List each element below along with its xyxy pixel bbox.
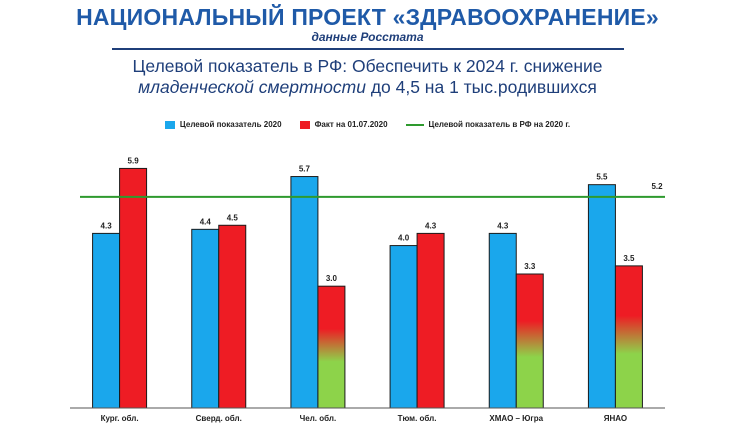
- data-label-fact-4: 3.3: [524, 262, 536, 271]
- x-tick-label-4: ХМАО – Югра: [489, 414, 543, 423]
- x-tick-label-3: Тюм. обл.: [398, 414, 437, 423]
- data-label-fact-1: 4.5: [227, 213, 239, 222]
- headline-line-2: младенческой смертности до 4,5 на 1 тыс.…: [0, 77, 735, 98]
- bar-fact-4: [515, 273, 544, 409]
- legend-item-fact: Факт на 01.07.2020: [299, 120, 388, 129]
- legend-label-rf-line: Целевой показатель в РФ на 2020 г.: [428, 120, 571, 129]
- bar-fact-2: [317, 285, 346, 409]
- title-divider: [112, 48, 624, 50]
- bar-target-1: [191, 228, 220, 409]
- legend-item-rf-line: Целевой показатель в РФ на 2020 г.: [405, 120, 571, 129]
- data-label-target-5: 5.5: [596, 173, 608, 182]
- bar-target-0: [92, 232, 121, 409]
- headline-emphasis: младенческой смертности: [138, 77, 366, 97]
- chart-legend: Целевой показатель 2020 Факт на 01.07.20…: [0, 120, 735, 129]
- bar-fact-5: [614, 265, 643, 409]
- headline-line-1: Целевой показатель в РФ: Обеспечить к 20…: [132, 56, 603, 76]
- data-label-fact-3: 4.3: [425, 221, 437, 230]
- legend-item-target: Целевой показатель 2020: [164, 120, 282, 129]
- x-tick-label-2: Чел. обл.: [300, 414, 337, 423]
- data-label-target-3: 4.0: [398, 234, 410, 243]
- bar-target-5: [587, 184, 616, 409]
- legend-swatch-rf-line: [405, 123, 424, 126]
- headline: Целевой показатель в РФ: Обеспечить к 20…: [0, 56, 735, 98]
- legend-label-target: Целевой показатель 2020: [179, 120, 282, 129]
- page-subtitle: данные Росстата: [311, 30, 424, 44]
- legend-swatch-target: [164, 120, 175, 129]
- bar-fact-1: [218, 224, 247, 409]
- reference-line-label: 5.2: [651, 182, 663, 191]
- bar-target-3: [389, 245, 418, 409]
- x-tick-label-5: ЯНАО: [604, 414, 627, 423]
- data-label-fact-2: 3.0: [326, 274, 338, 283]
- legend-swatch-fact: [299, 120, 310, 129]
- x-tick-label-0: Кург. обл.: [101, 414, 139, 423]
- bar-target-4: [488, 232, 517, 409]
- legend-label-fact: Факт на 01.07.2020: [314, 120, 388, 129]
- data-label-target-1: 4.4: [200, 217, 212, 226]
- data-label-target-0: 4.3: [101, 221, 113, 230]
- data-label-target-2: 5.7: [299, 165, 311, 174]
- bar-target-2: [290, 176, 319, 409]
- bar-fact-0: [119, 167, 148, 409]
- bar-fact-3: [416, 232, 445, 409]
- x-tick-label-1: Сверд. обл.: [196, 414, 242, 423]
- headline-tail: до 4,5 на 1 тыс.родившихся: [365, 77, 597, 97]
- data-label-fact-0: 5.9: [128, 156, 140, 165]
- page-title: НАЦИОНАЛЬНЫЙ ПРОЕКТ «ЗДРАВООХРАНЕНИЕ»: [76, 4, 659, 30]
- data-label-fact-5: 3.5: [623, 254, 635, 263]
- data-label-target-4: 4.3: [497, 221, 509, 230]
